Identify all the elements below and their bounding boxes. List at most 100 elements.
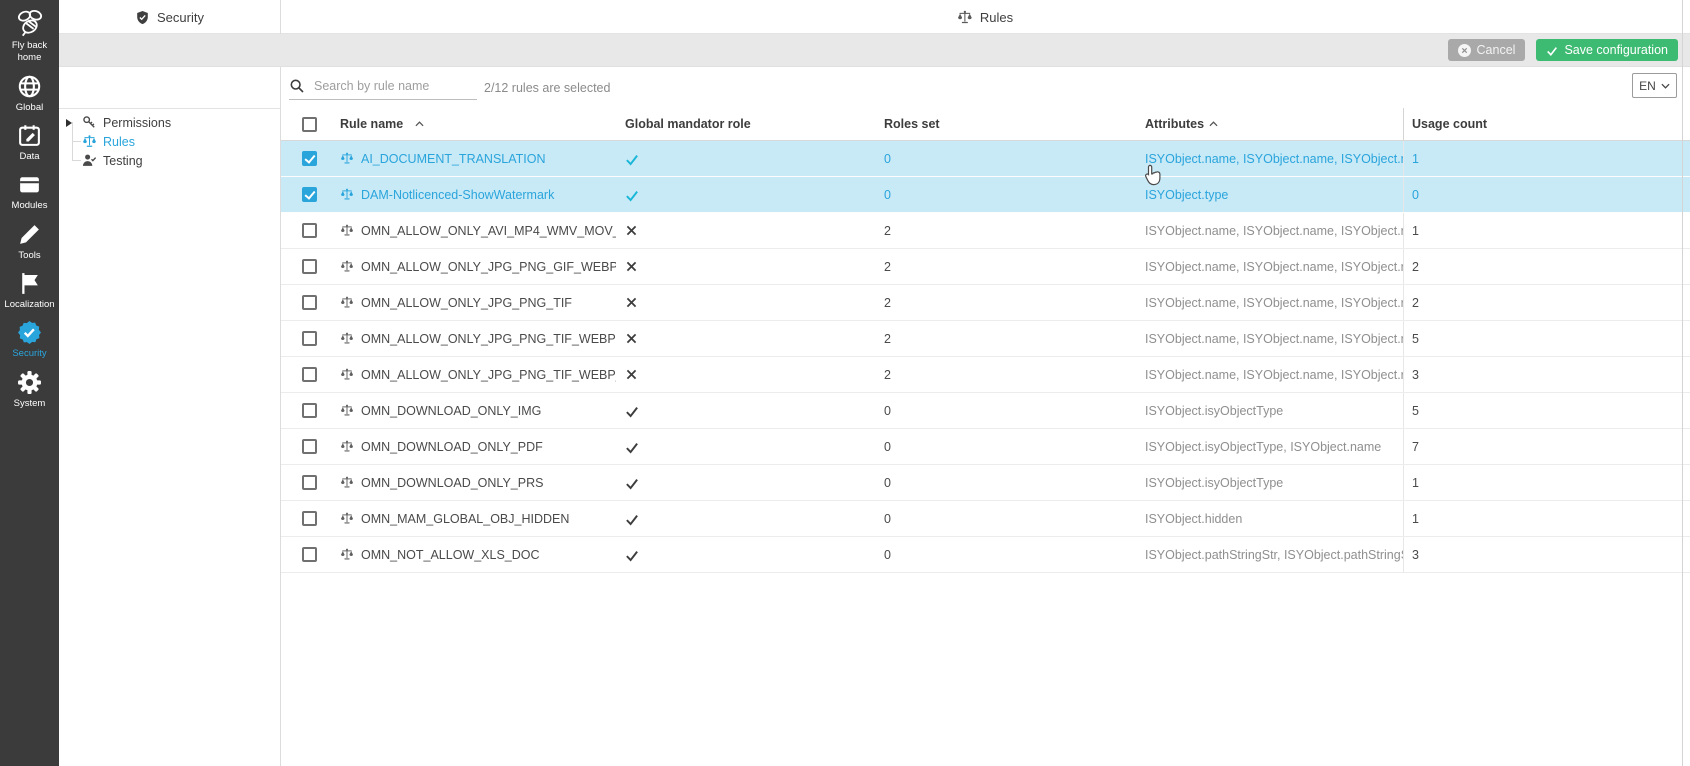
column-header-global-mandator-role[interactable]: Global mandator role [616, 108, 882, 140]
language-select[interactable]: EN [1632, 73, 1677, 98]
rule-name-link[interactable]: OMN_DOWNLOAD_ONLY_PRS [361, 476, 543, 490]
x-icon [625, 368, 638, 381]
table-row[interactable]: OMN_ALLOW_ONLY_JPG_PNG_TIF_WEBP 2 ISYObj… [280, 321, 1690, 357]
usage-count: 0 [1403, 177, 1690, 212]
rule-name-link[interactable]: OMN_ALLOW_ONLY_JPG_PNG_GIF_WEBP [361, 260, 616, 274]
row-checkbox[interactable] [302, 511, 317, 526]
sidebar-item-label: Fly back home [0, 40, 59, 65]
action-toolbar: Cancel Save configuration [59, 34, 1690, 67]
rule-name-link[interactable]: OMN_DOWNLOAD_ONLY_PDF [361, 440, 543, 454]
attributes-list: ISYObject.isyObjectType [1145, 404, 1283, 418]
attributes-list: ISYObject.hidden [1145, 512, 1242, 526]
save-configuration-button[interactable]: Save configuration [1536, 39, 1678, 61]
column-label: Roles set [884, 117, 940, 131]
table-row[interactable]: AI_DOCUMENT_TRANSLATION 0 ISYObject.name… [280, 141, 1690, 177]
bee-logo-icon [13, 8, 46, 37]
rule-name-link[interactable]: AI_DOCUMENT_TRANSLATION [361, 152, 546, 166]
table-row[interactable]: OMN_DOWNLOAD_ONLY_PDF 0 ISYObject.isyObj… [280, 429, 1690, 465]
rule-name-link[interactable]: OMN_ALLOW_ONLY_JPG_PNG_TIF_WEBP_... [361, 368, 616, 382]
table-row[interactable]: OMN_ALLOW_ONLY_AVI_MP4_WMV_MOV_3... 2 IS… [280, 213, 1690, 249]
sidebar-item-system[interactable]: System [0, 370, 59, 410]
sidebar-item-label: Security [10, 348, 48, 360]
sidebar-item-label: Localization [2, 299, 56, 311]
rule-name-link[interactable]: OMN_MAM_GLOBAL_OBJ_HIDDEN [361, 512, 569, 526]
row-checkbox[interactable] [302, 331, 317, 346]
rules-tab[interactable]: Rules [957, 0, 1013, 34]
panel-divider [280, 67, 281, 766]
table-row[interactable]: OMN_NOT_ALLOW_XLS_DOC 0 ISYObject.pathSt… [280, 537, 1690, 573]
rules-table-body: AI_DOCUMENT_TRANSLATION 0 ISYObject.name… [280, 141, 1690, 573]
row-checkbox[interactable] [302, 367, 317, 382]
user-check-icon [82, 153, 97, 168]
table-header-row: Rule name Global mandator role Roles set… [280, 108, 1690, 141]
row-checkbox[interactable] [302, 151, 317, 166]
security-section-title[interactable]: Security [59, 0, 280, 34]
modules-icon [17, 172, 42, 197]
roles-set-count: 0 [882, 465, 1145, 500]
rule-name-link[interactable]: OMN_DOWNLOAD_ONLY_IMG [361, 404, 541, 418]
table-row[interactable]: OMN_ALLOW_ONLY_JPG_PNG_GIF_WEBP 2 ISYObj… [280, 249, 1690, 285]
sidebar-item-label: Data [17, 151, 41, 163]
attributes-list: ISYObject.name, ISYObject.name, ISYObjec… [1145, 260, 1403, 274]
row-checkbox[interactable] [302, 295, 317, 310]
rule-name-link[interactable]: OMN_ALLOW_ONLY_JPG_PNG_TIF [361, 296, 572, 310]
row-checkbox[interactable] [302, 187, 317, 202]
rule-name-link[interactable]: OMN_ALLOW_ONLY_JPG_PNG_TIF_WEBP [361, 332, 616, 346]
column-header-attributes[interactable]: Attributes [1145, 108, 1403, 140]
navigation-tree-panel: Permissions Rules Testing [59, 67, 280, 766]
expand-arrow-icon[interactable] [66, 119, 82, 127]
sidebar-item-tools[interactable]: Tools [0, 222, 59, 262]
x-circle-icon [1458, 44, 1471, 57]
usage-count: 2 [1403, 249, 1690, 284]
sidebar-item-security[interactable]: Security [0, 320, 59, 360]
tree-item-permissions[interactable]: Permissions [59, 113, 280, 132]
tree-item-rules[interactable]: Rules [59, 132, 280, 151]
row-checkbox[interactable] [302, 403, 317, 418]
row-checkbox[interactable] [302, 475, 317, 490]
select-all-checkbox[interactable] [302, 117, 317, 132]
column-header-rule-name[interactable]: Rule name [338, 108, 616, 140]
usage-count: 1 [1403, 465, 1690, 500]
sidebar-item-modules[interactable]: Modules [0, 172, 59, 212]
table-row[interactable]: OMN_ALLOW_ONLY_JPG_PNG_TIF_WEBP_... 2 IS… [280, 357, 1690, 393]
sidebar-item-global[interactable]: Global [0, 74, 59, 114]
selection-status: 2/12 rules are selected [484, 67, 610, 108]
table-row[interactable]: OMN_ALLOW_ONLY_JPG_PNG_TIF 2 ISYObject.n… [280, 285, 1690, 321]
usage-count: 1 [1403, 501, 1690, 536]
top-bar: Security Rules [59, 0, 1690, 34]
scrollbar-track[interactable] [1682, 0, 1683, 766]
roles-set-count: 2 [882, 249, 1145, 284]
usage-count: 7 [1403, 429, 1690, 464]
page-title: Security [157, 10, 204, 25]
row-checkbox[interactable] [302, 439, 317, 454]
table-row[interactable]: DAM-Notlicenced-ShowWatermark 0 ISYObjec… [280, 177, 1690, 213]
sidebar-item-data[interactable]: Data [0, 123, 59, 163]
scale-icon [340, 332, 354, 345]
cancel-button[interactable]: Cancel [1448, 39, 1526, 61]
sidebar-item-label: System [12, 398, 48, 410]
table-row[interactable]: OMN_DOWNLOAD_ONLY_PRS 0 ISYObject.isyObj… [280, 465, 1690, 501]
rule-name-link[interactable]: DAM-Notlicenced-ShowWatermark [361, 188, 554, 202]
usage-count: 3 [1403, 357, 1690, 392]
column-header-roles-set[interactable]: Roles set [882, 108, 1145, 140]
sort-asc-icon [1209, 121, 1218, 127]
check-icon [625, 404, 639, 418]
scale-icon [340, 224, 354, 237]
rule-name-link[interactable]: OMN_ALLOW_ONLY_AVI_MP4_WMV_MOV_3... [361, 224, 616, 238]
search-input[interactable] [314, 79, 477, 93]
sidebar-item-localization[interactable]: Localization [0, 271, 59, 311]
row-checkbox[interactable] [302, 547, 317, 562]
table-row[interactable]: OMN_MAM_GLOBAL_OBJ_HIDDEN 0 ISYObject.hi… [280, 501, 1690, 537]
table-row[interactable]: OMN_DOWNLOAD_ONLY_IMG 0 ISYObject.isyObj… [280, 393, 1690, 429]
roles-set-count: 2 [882, 213, 1145, 248]
tree-item-testing[interactable]: Testing [59, 151, 280, 170]
rule-name-link[interactable]: OMN_NOT_ALLOW_XLS_DOC [361, 548, 540, 562]
row-checkbox[interactable] [302, 223, 317, 238]
sidebar-item-label: Modules [10, 200, 50, 212]
column-header-usage-count[interactable]: Usage count [1403, 108, 1690, 140]
attributes-list: ISYObject.isyObjectType [1145, 476, 1283, 490]
sidebar-item-fly-back-home[interactable]: Fly back home [0, 8, 59, 65]
attributes-list: ISYObject.isyObjectType, ISYObject.name [1145, 440, 1381, 454]
row-checkbox[interactable] [302, 259, 317, 274]
tree-item-label: Rules [103, 135, 135, 149]
